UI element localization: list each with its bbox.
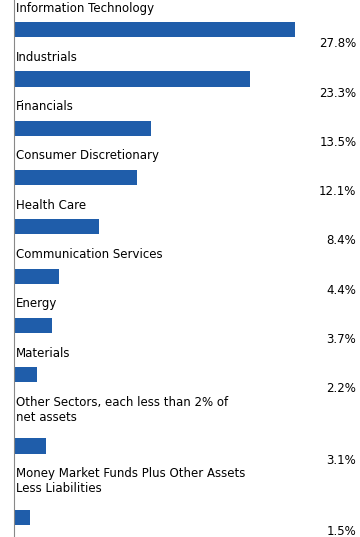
- Text: Health Care: Health Care: [16, 199, 86, 212]
- Bar: [14, 318, 52, 333]
- Text: 2.2%: 2.2%: [327, 382, 356, 395]
- Text: Information Technology: Information Technology: [16, 2, 154, 14]
- Text: Financials: Financials: [16, 100, 74, 113]
- Text: 1.5%: 1.5%: [327, 525, 356, 537]
- Text: Money Market Funds Plus Other Assets
Less Liabilities: Money Market Funds Plus Other Assets Les…: [16, 467, 246, 495]
- Bar: [14, 121, 151, 136]
- Bar: [14, 219, 99, 235]
- Text: Industrials: Industrials: [16, 51, 78, 64]
- Text: Consumer Discretionary: Consumer Discretionary: [16, 149, 159, 163]
- Bar: [14, 268, 59, 284]
- Text: Other Sectors, each less than 2% of
net assets: Other Sectors, each less than 2% of net …: [16, 396, 228, 424]
- Bar: [14, 22, 295, 37]
- Text: Communication Services: Communication Services: [16, 248, 163, 261]
- Text: 12.1%: 12.1%: [319, 185, 356, 198]
- Text: 3.1%: 3.1%: [327, 454, 356, 467]
- Bar: [14, 170, 136, 185]
- Text: 13.5%: 13.5%: [319, 136, 356, 149]
- Text: 3.7%: 3.7%: [327, 333, 356, 346]
- Text: 4.4%: 4.4%: [327, 284, 356, 297]
- Text: 27.8%: 27.8%: [319, 37, 356, 50]
- Text: Materials: Materials: [16, 347, 71, 360]
- Bar: [14, 367, 37, 382]
- Text: 8.4%: 8.4%: [327, 235, 356, 248]
- Text: Energy: Energy: [16, 297, 58, 310]
- Bar: [14, 71, 250, 86]
- Bar: [14, 510, 30, 525]
- Bar: [14, 438, 46, 454]
- Text: 23.3%: 23.3%: [319, 86, 356, 99]
